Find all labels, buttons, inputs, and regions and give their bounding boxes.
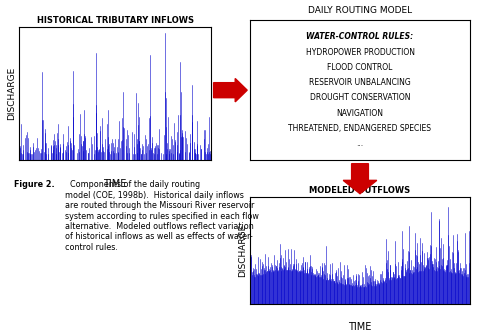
Y-axis label: DISCHARGE: DISCHARGE <box>238 224 247 277</box>
Text: TIME: TIME <box>348 322 372 332</box>
Text: THREATENED, ENDANGERED SPECIES: THREATENED, ENDANGERED SPECIES <box>288 124 432 133</box>
Title: HISTORICAL TRIBUTARY INFLOWS: HISTORICAL TRIBUTARY INFLOWS <box>36 16 194 25</box>
Text: NAVIGATION: NAVIGATION <box>336 109 384 118</box>
Title: MODELED OUTFLOWS: MODELED OUTFLOWS <box>310 186 410 195</box>
Text: Figure 2.: Figure 2. <box>14 180 55 189</box>
Text: DAILY ROUTING MODEL: DAILY ROUTING MODEL <box>308 6 412 15</box>
Text: ...: ... <box>357 139 363 148</box>
Text: RESERVOIR UNBALANCING: RESERVOIR UNBALANCING <box>309 78 411 87</box>
Text: FLOOD CONTROL: FLOOD CONTROL <box>327 63 393 72</box>
Text: WATER-CONTROL RULES:: WATER-CONTROL RULES: <box>306 32 414 41</box>
Text: DROUGHT CONSERVATION: DROUGHT CONSERVATION <box>310 93 410 102</box>
Y-axis label: DISCHARGE: DISCHARGE <box>7 67 16 120</box>
Text: TIME: TIME <box>104 179 127 189</box>
Text: HYDROPOWER PRODUCTION: HYDROPOWER PRODUCTION <box>305 48 415 56</box>
Text: Components of the daily routing
model (COE, 1998b).  Historical daily inflows
ar: Components of the daily routing model (C… <box>65 180 259 252</box>
